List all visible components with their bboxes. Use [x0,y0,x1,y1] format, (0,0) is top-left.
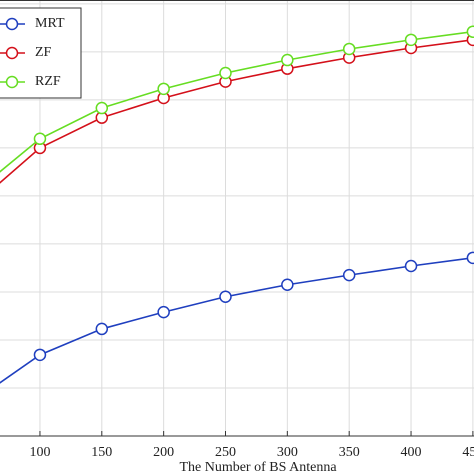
marker [219,290,232,303]
marker [281,278,294,291]
legend-marker [5,75,19,89]
x-tick-label: 300 [277,445,298,460]
marker [466,251,474,265]
marker [466,25,474,38]
legend-marker [5,46,19,60]
x-tick-label: 250 [215,445,236,460]
marker [33,348,47,362]
x-tick-label: 150 [91,445,112,460]
marker [404,259,418,273]
marker [157,305,170,319]
x-tick-label: 100 [29,445,50,460]
marker [342,268,356,282]
marker [33,132,47,146]
legend-marker [5,17,19,31]
plot-area [0,0,474,436]
series-line [0,257,473,384]
marker [342,42,356,56]
x-axis-label: The Number of BS Antenna [179,460,337,474]
marker [157,82,170,96]
x-tick-label: 400 [401,445,422,460]
marker [404,33,418,47]
x-tick-label: 350 [339,445,360,460]
marker [219,66,232,80]
marker [95,101,109,115]
marker [281,53,294,67]
marker [95,322,109,336]
x-tick-label: 450 [462,445,474,460]
legend-label: MRT [35,16,65,31]
x-tick-label: 200 [153,445,174,460]
legend-label: RZF [35,74,61,89]
legend-label: ZF [35,45,52,60]
